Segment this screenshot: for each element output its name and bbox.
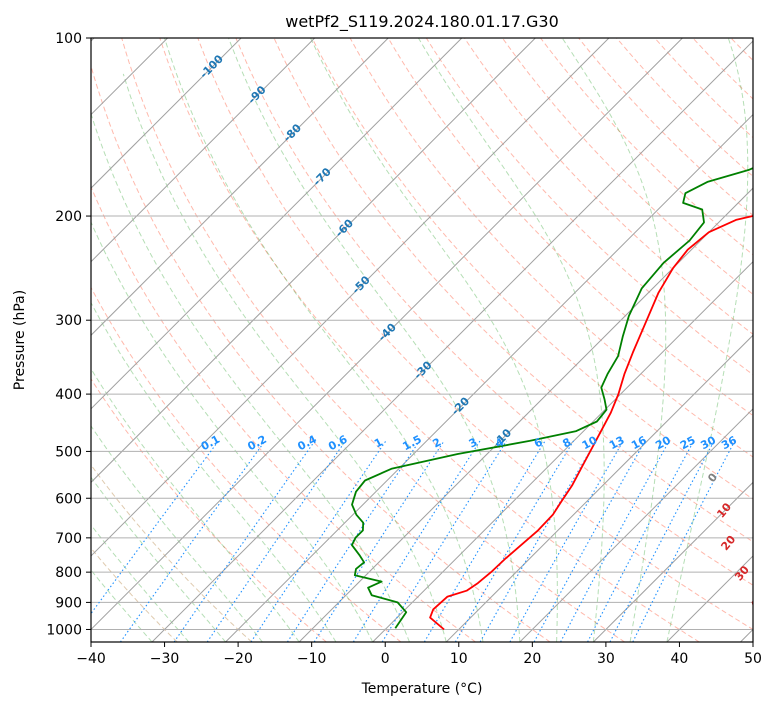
mixing-ratio-line (479, 440, 597, 642)
y-tick-label: 200 (55, 209, 82, 225)
mixing-ratio-line (632, 440, 736, 642)
y-tick-label: 700 (55, 531, 82, 547)
isotherm-line (91, 38, 536, 484)
dry-adiabats (91, 38, 753, 642)
mixing-ratio-line (313, 440, 445, 642)
dry-adiabat (91, 377, 327, 642)
mixing-ratio-line (286, 440, 420, 642)
x-axis-title: Temperature (°C) (361, 681, 483, 697)
dry-adiabat (159, 38, 700, 642)
x-tick-label: −10 (297, 651, 327, 667)
mixing-ratio-label: 13 (607, 434, 627, 453)
y-tick-label: 900 (55, 595, 82, 611)
x-axis-ticks: −40 −30 −20 −10 0 10 20 30 40 50 (76, 642, 762, 667)
y-tick-label: 800 (55, 565, 82, 581)
y-axis-ticks: 100 200 300 400 500 600 700 800 900 1000 (46, 31, 91, 638)
mixing-ratio-line (423, 440, 546, 642)
mixing-ratio-label: 25 (678, 434, 698, 453)
x-tick-label: −20 (223, 651, 253, 667)
x-tick-label: 20 (523, 651, 541, 667)
y-tick-label: 500 (55, 444, 82, 460)
dry-adiabat (425, 38, 753, 376)
isotherm-line (91, 38, 683, 631)
dry-adiabat (311, 38, 753, 500)
isotherm-line (91, 38, 389, 336)
dry-adiabat (91, 547, 178, 642)
x-tick-label: −40 (76, 651, 106, 667)
x-tick-label: 30 (597, 651, 615, 667)
mixing-ratio-label: 30 (698, 433, 718, 452)
isotherm-line (519, 408, 753, 642)
dry-adiabat (501, 38, 753, 295)
mixing-ratio-label: 36 (719, 433, 739, 452)
mixing-ratio-label: 20 (653, 433, 673, 452)
x-tick-label: 40 (671, 651, 689, 667)
isotherm-line (372, 260, 753, 642)
dry-adiabat (91, 64, 551, 642)
dry-adiabat (91, 464, 253, 642)
isotherm-line (91, 38, 316, 263)
mixing-ratio-line (206, 440, 346, 642)
dry-adiabat (235, 38, 753, 586)
moist-adiabat (228, 38, 521, 642)
mixing-ratio-line (454, 440, 574, 642)
y-axis-title: Pressure (hPa) (12, 290, 28, 390)
x-tick-label: 0 (381, 651, 390, 667)
y-tick-label: 1000 (46, 622, 82, 638)
theta-e-label: 40 (748, 592, 768, 612)
dry-adiabat (197, 38, 753, 631)
temperature-profile (429, 214, 753, 631)
moist-adiabat (417, 38, 605, 642)
isotherm-line (91, 38, 242, 189)
moist-adiabat (91, 367, 300, 642)
dewpoint-profile (351, 167, 753, 629)
isotherm-line (298, 187, 753, 642)
isotherms (91, 38, 753, 642)
mixing-ratio-line (352, 440, 481, 642)
isotherm-line (225, 113, 753, 642)
isotherm-line (91, 38, 463, 410)
isotherm-line (593, 481, 753, 642)
plot-content: -100-90-80-70-60-50-40-30-20-100.1 0.2 0.4… (91, 38, 768, 642)
dry-adiabat (387, 38, 753, 417)
line-labels: -100-90-80-70-60-50-40-30-20-100.1 0.2 0.4… (197, 52, 768, 612)
mixing-ratio-label: 10 (580, 433, 600, 452)
mixing-ratio-line (533, 440, 646, 642)
x-tick-label: 50 (744, 651, 762, 667)
mixing-ratio-lines (91, 440, 736, 642)
y-tick-label: 400 (55, 387, 82, 403)
dry-adiabat (91, 185, 476, 642)
plot-background (91, 38, 753, 642)
y-tick-label: 600 (55, 491, 82, 507)
profiles (351, 167, 753, 631)
mixing-ratio-line (509, 440, 624, 642)
y-tick-label: 100 (55, 31, 82, 47)
mixing-ratio-line (381, 440, 507, 642)
moist-adiabat (310, 38, 558, 642)
mixing-ratio-line (173, 440, 316, 642)
chart-title: wetPf2_S119.2024.180.01.17.G30 (285, 12, 559, 32)
mixing-ratio-line (91, 440, 219, 615)
mixing-ratio-line (250, 440, 387, 642)
moist-adiabat (122, 73, 447, 642)
isotherm-line (91, 38, 610, 557)
mixing-ratio-label: 16 (629, 433, 649, 452)
moist-adiabat (666, 38, 749, 642)
moist-adiabat (91, 301, 337, 642)
dry-adiabat (121, 38, 625, 642)
y-tick-label: 300 (55, 313, 82, 329)
isotherm-line (445, 334, 753, 642)
x-tick-label: 10 (450, 651, 468, 667)
moist-adiabat (164, 38, 484, 642)
x-tick-label: −30 (150, 651, 180, 667)
moist-adiabat (91, 476, 226, 642)
isotherm-line (151, 40, 753, 642)
moist-adiabat (561, 38, 667, 642)
plot-frame (90, 37, 754, 643)
